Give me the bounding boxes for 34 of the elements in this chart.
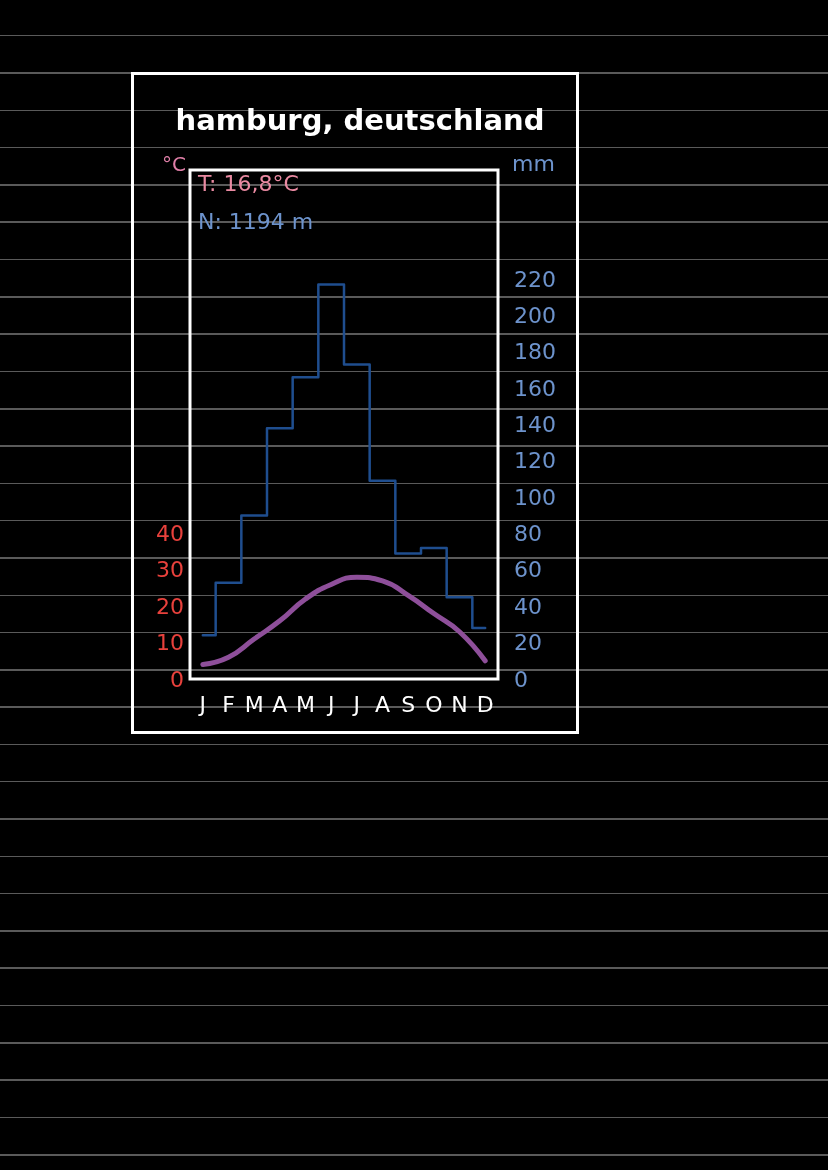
y2-tick-label: 200 xyxy=(514,302,556,328)
y-tick-label: 40 xyxy=(156,521,184,547)
chart-title: hamburg, deutschland xyxy=(175,102,545,137)
y2-tick-label: 40 xyxy=(514,593,542,619)
x-tick-label: J xyxy=(351,691,361,717)
y-axis-title: °C xyxy=(162,152,186,176)
y-tick-label: 0 xyxy=(170,666,184,692)
x-tick-label: J xyxy=(325,691,335,717)
x-tick-label: M xyxy=(244,691,264,717)
x-tick-label: S xyxy=(401,691,416,717)
x-tick-label: N xyxy=(451,691,468,717)
y2-tick-label: 220 xyxy=(514,266,556,292)
x-tick-label: A xyxy=(374,691,391,717)
y-tick-label: 20 xyxy=(156,593,184,619)
y2-tick-label: 0 xyxy=(514,666,528,692)
y-tick-label: 30 xyxy=(156,557,184,583)
y2-tick-label: 140 xyxy=(514,412,556,437)
y2-tick-label: 160 xyxy=(514,375,556,401)
x-tick-label: J xyxy=(197,691,207,717)
y2-tick-label: 80 xyxy=(514,521,542,547)
x-tick-label: F xyxy=(222,691,235,717)
x-tick-label: O xyxy=(425,691,443,717)
y2-tick-label: 20 xyxy=(514,630,542,656)
annotation: N: 1194 m xyxy=(198,208,314,234)
x-tick-label: A xyxy=(272,691,288,717)
y-tick-label: 10 xyxy=(156,630,184,656)
y2-tick-label: 100 xyxy=(514,484,556,510)
y2-axis-title: mm xyxy=(512,150,555,176)
y2-tick-label: 120 xyxy=(514,448,556,474)
x-tick-label: M xyxy=(296,691,315,717)
y2-tick-label: 180 xyxy=(514,339,556,365)
annotation: T: 16,8°C xyxy=(197,170,299,196)
x-tick-label: D xyxy=(476,691,494,717)
y2-tick-label: 60 xyxy=(514,557,542,583)
